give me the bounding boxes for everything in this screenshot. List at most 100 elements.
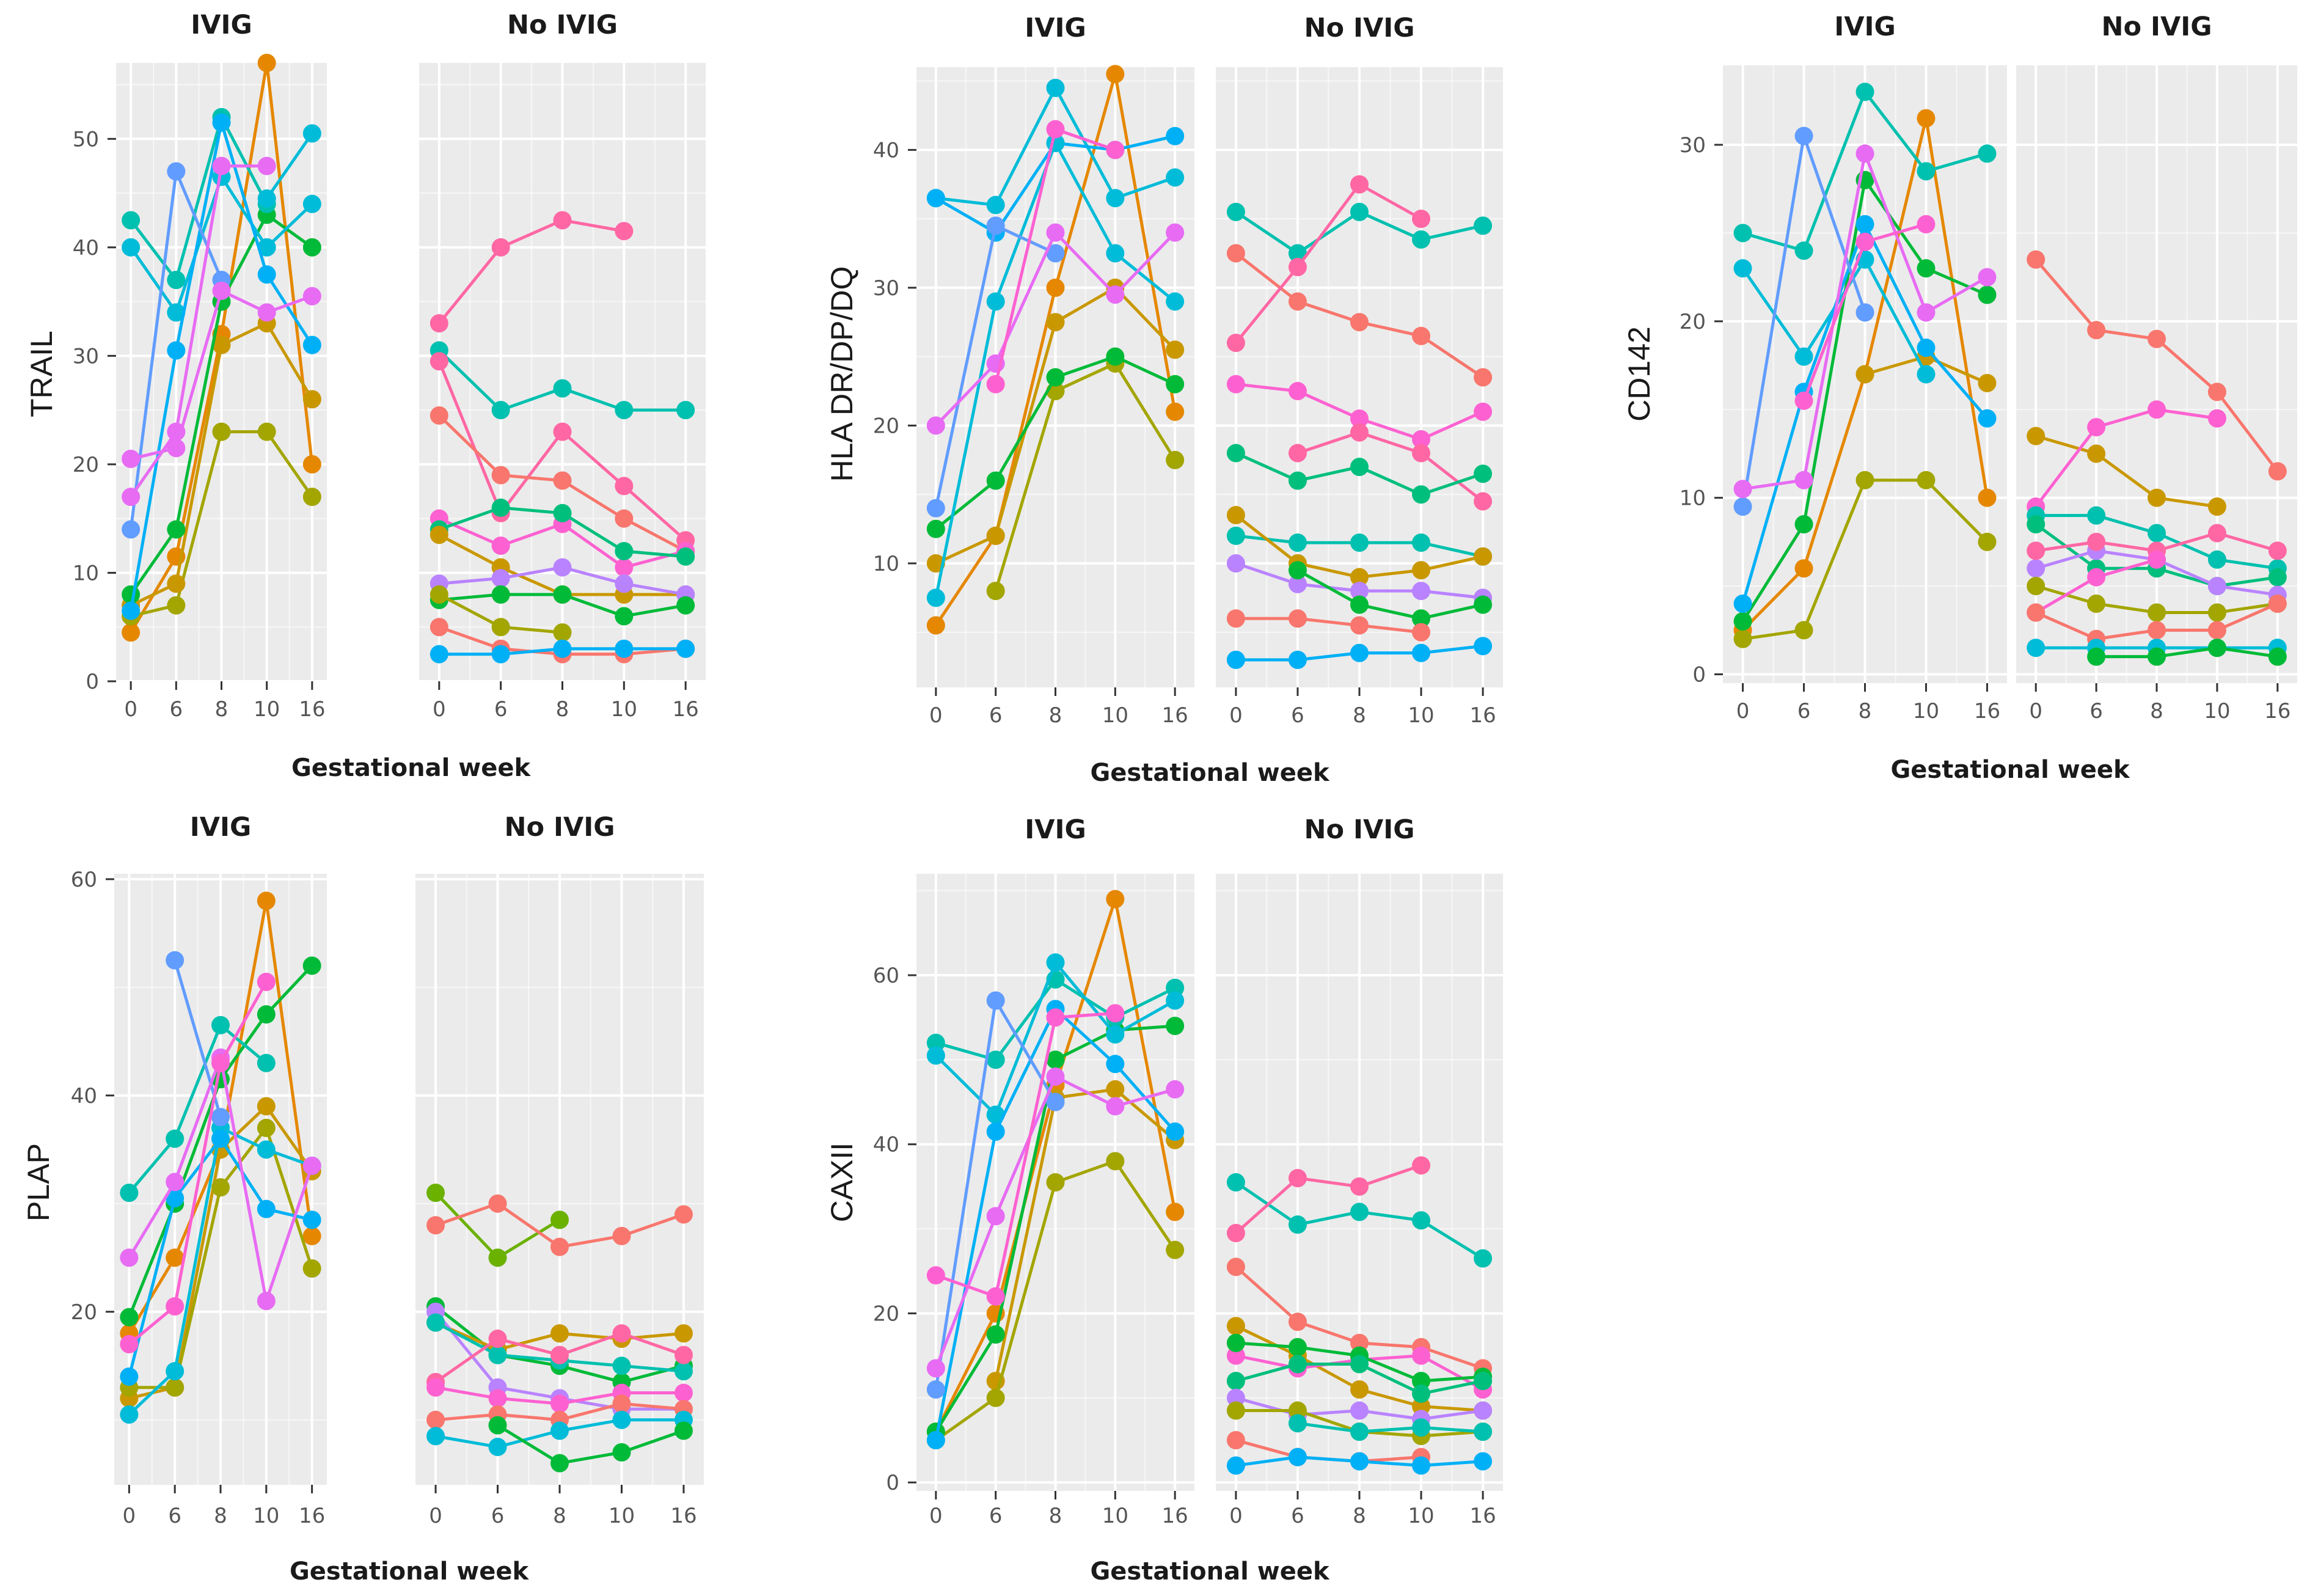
data-point: [430, 525, 448, 544]
series-line: [128, 981, 268, 1345]
data-point: [615, 574, 634, 593]
data-point: [1226, 375, 1245, 394]
data-point: [1474, 1249, 1493, 1268]
data-point: [2207, 524, 2226, 543]
y-axis-title: HLA DR/DP/DQ: [825, 266, 859, 482]
data-point: [1917, 162, 1936, 181]
data-point: [550, 1210, 569, 1229]
data-point: [1978, 285, 1997, 304]
data-point: [550, 1345, 569, 1364]
data-point: [1350, 1422, 1369, 1441]
data-point: [612, 1356, 631, 1375]
data-point: [1855, 144, 1874, 163]
y-tick-label: 10: [873, 552, 899, 576]
data-point: [926, 416, 945, 435]
series: [122, 167, 321, 322]
data-point: [491, 238, 510, 257]
data-point: [1855, 214, 1874, 233]
data-point: [2027, 559, 2046, 578]
data-point: [2087, 568, 2106, 587]
data-point: [1226, 1430, 1245, 1449]
x-tick-label: 6: [494, 697, 508, 722]
data-point: [212, 113, 231, 132]
series-line: [497, 1424, 684, 1465]
series: [120, 1118, 321, 1424]
data-point: [1794, 470, 1813, 489]
data-point: [1350, 1380, 1369, 1399]
data-point: [1917, 470, 1936, 489]
data-point: [1978, 268, 1997, 287]
data-point: [2087, 532, 2106, 551]
series-line: [437, 218, 624, 324]
data-point: [1288, 1338, 1307, 1356]
series-line: [1235, 617, 1422, 634]
data-point: [1350, 568, 1369, 587]
data-point: [1474, 402, 1493, 421]
series: [926, 216, 1065, 518]
data-point: [1350, 1177, 1369, 1196]
x-tick-label: 6: [168, 1504, 181, 1528]
data-point: [550, 1237, 569, 1256]
data-point: [257, 1199, 276, 1218]
data-point: [1226, 1372, 1245, 1391]
series: [1733, 144, 1997, 499]
data-point: [1166, 402, 1185, 421]
data-point: [1474, 547, 1493, 566]
data-point: [553, 623, 572, 642]
x-tick-label: 8: [1353, 1504, 1366, 1528]
facet-strip-label: No IVIG: [504, 812, 615, 843]
data-point: [1350, 409, 1369, 428]
data-point: [1046, 313, 1065, 332]
data-point: [1288, 609, 1307, 628]
facet-strip-label: No IVIG: [1304, 814, 1414, 845]
data-point: [120, 1308, 139, 1327]
data-point: [302, 287, 321, 306]
data-point: [1226, 444, 1245, 463]
data-point: [2207, 639, 2226, 657]
data-point: [615, 607, 634, 626]
data-point: [166, 1297, 185, 1316]
series: [926, 991, 1065, 1399]
x-tick-label: 6: [170, 697, 183, 722]
series-line: [1296, 569, 1483, 620]
data-point: [488, 1345, 507, 1364]
facet-panel-ivig: IVIG 0 6 8 10 16: [114, 812, 327, 1528]
data-point: [2027, 603, 2046, 622]
data-point: [1412, 1211, 1431, 1230]
data-point: [2087, 418, 2106, 437]
data-point: [1350, 175, 1369, 194]
data-point: [1794, 621, 1813, 640]
series-line: [1297, 431, 1484, 503]
data-point: [1226, 1333, 1245, 1352]
data-point: [2268, 647, 2287, 666]
data-point: [986, 216, 1005, 235]
data-point: [1288, 382, 1307, 401]
data-point: [1288, 561, 1307, 580]
data-point: [1288, 1401, 1307, 1420]
x-tick-label: 16: [1162, 1504, 1188, 1528]
series-line: [1234, 183, 1422, 344]
data-point: [491, 466, 510, 485]
data-point: [1046, 278, 1065, 297]
x-tick-label: 16: [1469, 703, 1496, 728]
data-point: [1412, 533, 1431, 552]
data-point: [1733, 629, 1752, 648]
data-point: [1106, 285, 1125, 304]
data-point: [615, 541, 634, 560]
data-point: [1350, 1355, 1369, 1374]
data-point: [488, 1438, 507, 1457]
data-point: [1226, 554, 1245, 573]
series-line: [935, 1011, 1116, 1298]
data-point: [1226, 202, 1245, 221]
x-tick-label: 6: [1291, 1504, 1304, 1528]
data-point: [986, 526, 1005, 545]
x-tick-label: 10: [1102, 703, 1128, 728]
y-axis-title: CAXII: [825, 1143, 859, 1223]
x-tick-label: 8: [215, 697, 229, 722]
data-point: [2148, 488, 2166, 507]
data-point: [2027, 541, 2046, 560]
data-point: [1733, 497, 1752, 516]
data-point: [122, 623, 141, 642]
data-point: [257, 891, 276, 910]
